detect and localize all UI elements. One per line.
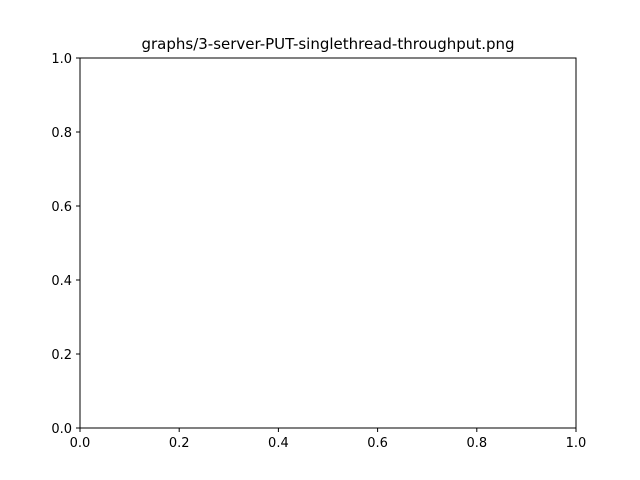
x-tick-label: 0.0 [70, 436, 91, 451]
x-tick-label: 0.2 [169, 436, 190, 451]
y-tick-label: 0.0 [51, 422, 72, 437]
plot-area-background [80, 58, 576, 428]
x-tick-label: 0.8 [466, 436, 487, 451]
x-tick-label: 0.6 [367, 436, 388, 451]
x-axis-ticks: 0.0 0.2 0.4 0.6 0.8 1.0 [70, 428, 587, 451]
y-axis-ticks: 0.0 0.2 0.4 0.6 0.8 1.0 [51, 52, 80, 437]
x-tick-label: 1.0 [566, 436, 587, 451]
plot-frame [79, 57, 577, 429]
x-tick-label: 0.4 [268, 436, 289, 451]
y-tick-label: 1.0 [51, 52, 72, 67]
y-tick-label: 0.2 [51, 348, 72, 363]
chart-title: graphs/3-server-PUT-singlethread-through… [141, 35, 514, 53]
y-tick-label: 0.4 [51, 274, 72, 289]
y-tick-label: 0.8 [51, 126, 72, 141]
y-tick-label: 0.6 [51, 200, 72, 215]
